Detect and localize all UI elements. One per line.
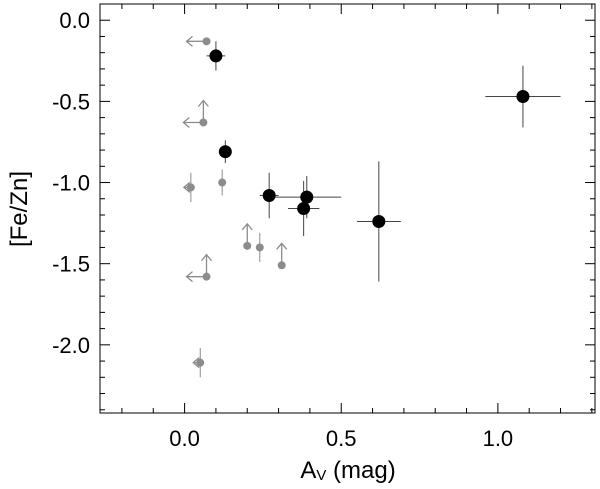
data-point-large bbox=[209, 49, 223, 63]
upper-limit-arrow-head bbox=[185, 35, 193, 47]
y-tick-labels: 0.0 -0.5 -1.0 -1.5 -2.0 bbox=[52, 8, 90, 358]
upper-limit-arrow-head bbox=[192, 357, 200, 369]
upper-limit-arrow-head bbox=[185, 271, 193, 283]
data-point-small bbox=[255, 243, 264, 252]
x-axis-title: AV (mag) bbox=[300, 457, 395, 484]
data-point-large bbox=[262, 189, 276, 203]
data-point-large bbox=[297, 202, 311, 215]
y-axis-title: [Fe/Zn] bbox=[6, 171, 33, 247]
y-tick-label: -0.5 bbox=[52, 89, 90, 114]
y-tick-label: -1.0 bbox=[52, 171, 90, 196]
axis-ticks bbox=[100, 3, 595, 413]
data-point-large bbox=[516, 90, 530, 104]
x-tick-labels: 0.0 0.5 1.0 bbox=[169, 426, 513, 451]
data-point-small bbox=[202, 37, 211, 46]
data-point-small bbox=[202, 272, 211, 281]
data-point-large bbox=[218, 145, 232, 159]
data-point-large bbox=[300, 190, 314, 204]
lower-limit-arrow-head bbox=[241, 222, 253, 231]
plot-area-border bbox=[99, 3, 596, 414]
data-point-small bbox=[196, 358, 205, 367]
y-tick-label: -2.0 bbox=[52, 333, 90, 358]
data-point-small bbox=[243, 241, 252, 250]
data-points bbox=[186, 37, 530, 367]
upper-limit-arrow-head bbox=[182, 116, 190, 128]
data-point-large bbox=[372, 214, 386, 228]
error-bars bbox=[190, 41, 561, 378]
data-point-small bbox=[277, 261, 286, 270]
y-tick-label: 0.0 bbox=[59, 8, 90, 33]
lower-limit-arrow-head bbox=[276, 242, 288, 250]
y-tick-label: -1.5 bbox=[52, 252, 90, 277]
data-point-small bbox=[199, 118, 208, 127]
limit-arrows bbox=[182, 35, 288, 369]
plot-frame bbox=[99, 3, 596, 414]
data-point-small bbox=[186, 183, 195, 192]
x-tick-label: 0.0 bbox=[169, 426, 200, 451]
data-point-small bbox=[218, 178, 227, 187]
x-tick-label: 1.0 bbox=[483, 426, 514, 451]
upper-limit-arrow-head bbox=[182, 181, 191, 193]
lower-limit-arrow-head bbox=[197, 99, 209, 107]
x-tick-label: 0.5 bbox=[326, 426, 357, 451]
lower-limit-arrow-head bbox=[201, 253, 213, 262]
